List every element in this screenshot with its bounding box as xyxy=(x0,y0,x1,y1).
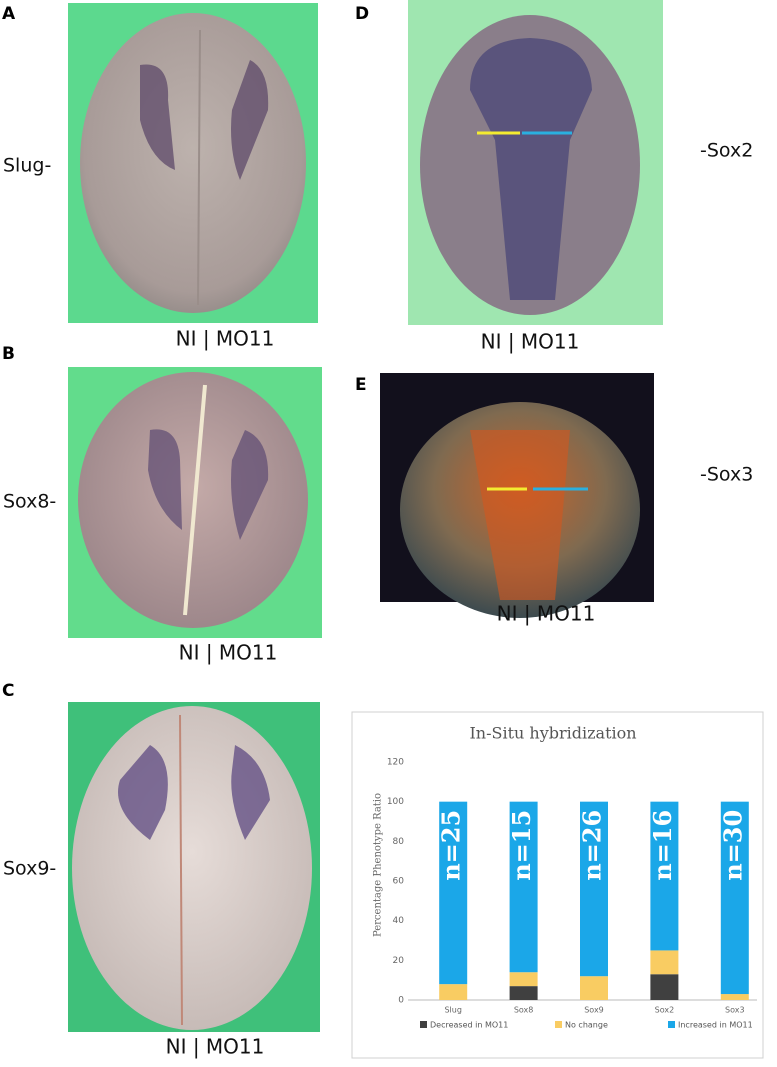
gene-label: -Sox2 xyxy=(700,140,753,162)
x-tick-label: Sox3 xyxy=(725,1006,745,1015)
y-tick-label: 120 xyxy=(387,758,404,768)
bar-segment xyxy=(580,976,608,1000)
legend-swatch xyxy=(668,1021,675,1028)
bar-annotation: n=30 xyxy=(718,810,747,881)
panel-label: E xyxy=(355,375,367,395)
bar-segment xyxy=(650,950,679,975)
chart-frame xyxy=(351,711,764,1059)
bar-segment xyxy=(720,994,749,1000)
x-tick-label: Slug xyxy=(444,1006,461,1015)
gene-label: Slug- xyxy=(3,155,51,177)
photo-e xyxy=(380,373,654,618)
gene-label: Sox8- xyxy=(3,491,56,513)
photo-b xyxy=(68,367,322,638)
legend-label: Decreased in MO11 xyxy=(430,1021,508,1030)
y-tick-label: 60 xyxy=(393,877,405,887)
bar-segment xyxy=(580,801,608,977)
caption: NI | MO11 xyxy=(481,330,580,354)
panel-label: C xyxy=(2,681,14,701)
bar-segment xyxy=(509,972,538,987)
bar-annotation: n=26 xyxy=(578,810,607,881)
caption: NI | MO11 xyxy=(497,602,596,626)
bar-segment xyxy=(650,974,679,1000)
legend-swatch xyxy=(420,1021,427,1028)
bar-annotation: n=25 xyxy=(437,810,466,881)
gene-label: Sox9- xyxy=(3,858,56,880)
photo-c xyxy=(68,702,320,1032)
caption: NI | MO11 xyxy=(166,1035,265,1059)
y-tick-label: 40 xyxy=(393,916,405,926)
y-tick-label: 100 xyxy=(387,797,404,807)
bar-segment xyxy=(650,801,679,951)
x-tick-label: Sox8 xyxy=(514,1006,534,1015)
x-tick-label: Sox2 xyxy=(655,1006,675,1015)
y-tick-label: 20 xyxy=(393,956,405,966)
caption: NI | MO11 xyxy=(179,641,278,665)
bar-annotation: n=16 xyxy=(648,810,677,881)
panel-label: D xyxy=(355,4,369,24)
bar-annotation: n=15 xyxy=(507,810,536,881)
bar-segment xyxy=(509,986,538,1000)
panel-label: B xyxy=(2,344,15,364)
photo-a xyxy=(68,3,318,323)
bar-segment xyxy=(720,801,749,995)
chart-title: In-Situ hybridization xyxy=(469,724,636,743)
bar-segment xyxy=(439,801,468,985)
legend-label: No change xyxy=(565,1021,608,1030)
panel-label: A xyxy=(2,4,16,24)
plot: 0 20 40 60 80 100 120 Slug n=25 Sox8 n=15 Sox9 n=26 S… xyxy=(387,758,757,1030)
bar-segment xyxy=(509,801,538,973)
gene-label: -Sox3 xyxy=(700,464,753,486)
y-tick-label: 80 xyxy=(393,837,405,847)
x-tick-label: Sox9 xyxy=(584,1006,604,1015)
bar-segment xyxy=(439,984,468,1000)
caption: NI | MO11 xyxy=(176,327,275,351)
legend-swatch xyxy=(555,1021,562,1028)
legend-label: Increased in MO11 xyxy=(678,1021,753,1030)
y-axis-label: Percentage Phenotype Ratio xyxy=(373,793,384,937)
photo-d xyxy=(408,0,663,325)
y-tick-label: 0 xyxy=(398,996,404,1006)
